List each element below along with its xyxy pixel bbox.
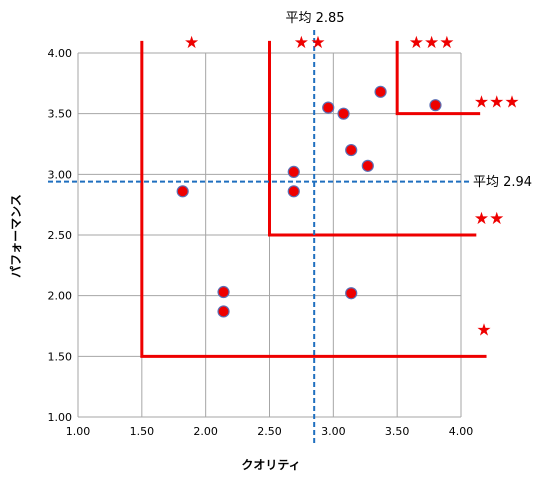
data-point-4: [287, 185, 300, 198]
threshold-line-2: [395, 40, 481, 116]
star-rating-1: ★: [294, 33, 309, 53]
data-point-7: [345, 143, 358, 157]
data-point-11: [429, 99, 442, 112]
y-tick-label-4: 3.00: [48, 168, 73, 181]
threshold-lines: [140, 40, 487, 358]
x-tick-label-6: 4.00: [449, 425, 474, 438]
x-tick-label-1: 1.50: [130, 425, 155, 438]
data-point-5: [322, 101, 335, 114]
y-tick-label-2: 2.00: [48, 290, 73, 303]
data-point-6: [337, 107, 350, 120]
y-average-label: 平均 2.94: [473, 175, 532, 190]
star-ratings: ★ ★ ★ ★★★★★★★★★: [184, 33, 520, 341]
star-rating-6: ★: [476, 321, 491, 341]
y-tick-label-1: 1.50: [48, 350, 73, 363]
x-average-label: 平均 2.85: [285, 11, 344, 26]
y-tick-label-6: 4.00: [48, 47, 73, 60]
x-tick-label-0: 1.00: [66, 425, 91, 438]
threshold-line-0: [140, 40, 487, 358]
x-tick-label-4: 3.00: [321, 425, 346, 438]
data-point-10: [345, 287, 358, 300]
star-rating-5: ★★: [474, 209, 504, 229]
threshold-line-1: [268, 40, 477, 237]
data-point-0: [176, 185, 189, 198]
data-point-9: [374, 85, 387, 98]
data-point-3: [287, 165, 300, 179]
x-axis-title: クオリティ: [241, 458, 300, 472]
star-rating-0: ★: [184, 33, 199, 53]
star-rating-3: ★★★: [409, 33, 455, 53]
x-tick-label-2: 2.00: [193, 425, 218, 438]
star-rating-4: ★★★: [474, 93, 520, 113]
star-rating-2: ★: [310, 33, 325, 53]
average-lines: [48, 30, 470, 443]
x-tick-label-5: 3.50: [385, 425, 410, 438]
y-tick-label-3: 2.50: [48, 229, 73, 242]
data-points: [176, 85, 442, 318]
data-point-2: [217, 305, 230, 318]
y-axis-title: パフォーマンス: [9, 194, 23, 278]
y-tick-label-5: 3.50: [48, 108, 73, 121]
tick-labels: 1.00 1.50 2.00 2.50 3.00 3.50 4.00 1.00 1.50 2.00…: [48, 47, 474, 438]
x-tick-label-3: 2.50: [257, 425, 282, 438]
data-point-1: [217, 285, 230, 299]
data-point-8: [361, 159, 374, 172]
y-tick-label-0: 1.00: [48, 411, 73, 424]
